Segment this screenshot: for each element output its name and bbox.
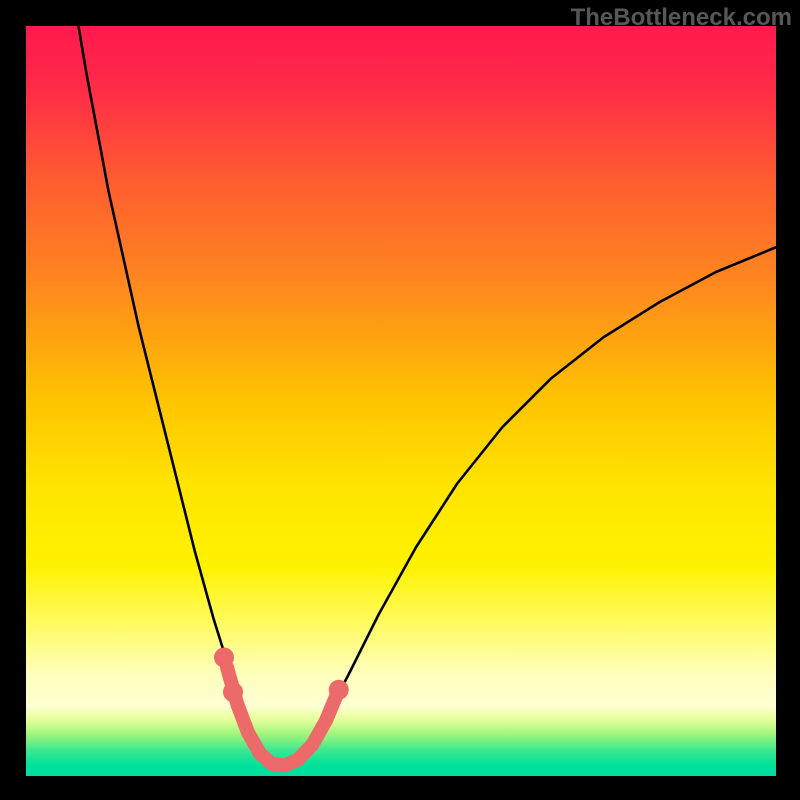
watermark-text: TheBottleneck.com [571, 4, 792, 32]
optimal-marker [214, 648, 234, 668]
optimal-marker [223, 682, 243, 702]
optimal-marker [329, 680, 349, 700]
bottleneck-chart-svg [0, 0, 800, 800]
plot-area [26, 26, 776, 776]
chart-stage: TheBottleneck.com [0, 0, 800, 800]
